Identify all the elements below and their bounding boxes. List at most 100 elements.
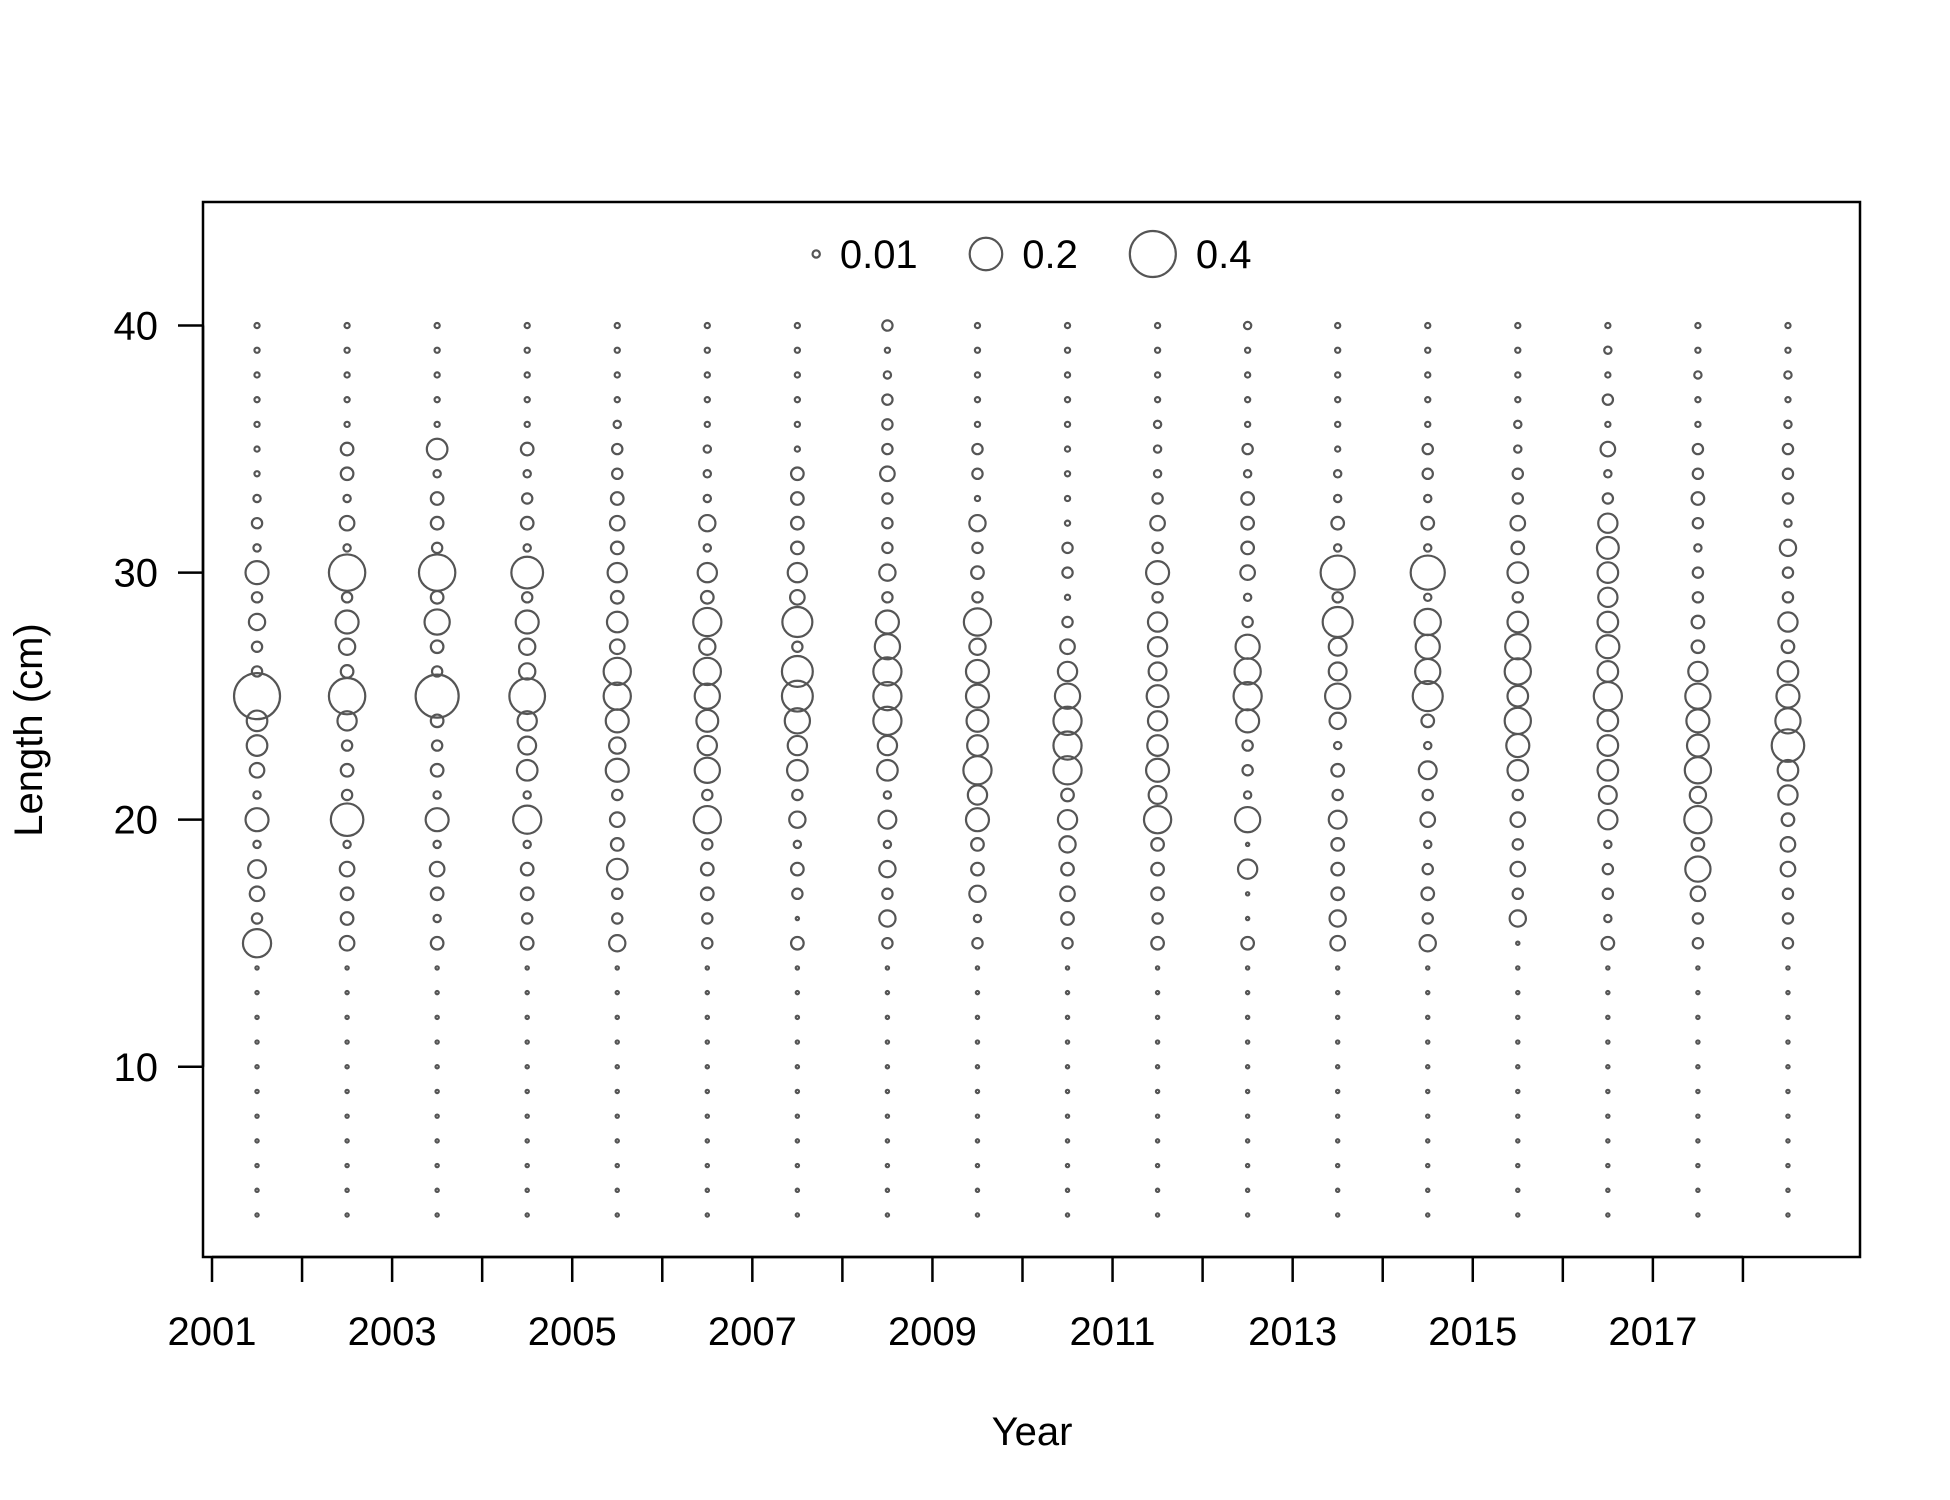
bubble-point xyxy=(970,565,985,581)
bubble-point xyxy=(339,664,355,679)
bubble-point xyxy=(434,1088,440,1095)
bubble-point xyxy=(1241,764,1254,777)
bubble-point xyxy=(329,802,365,838)
bubble-point xyxy=(1781,566,1795,579)
bubble-point xyxy=(786,561,809,584)
bubble-point xyxy=(1330,515,1346,531)
bubble-point xyxy=(1152,419,1163,430)
bubble-point xyxy=(692,656,723,687)
bubble-point xyxy=(695,708,720,733)
bubble-point xyxy=(1690,836,1706,852)
bubble-point xyxy=(1332,740,1343,751)
bubble-point xyxy=(523,371,531,379)
bubble-point xyxy=(1332,469,1343,479)
bubble-point xyxy=(1064,1039,1071,1045)
bubble-point xyxy=(1691,566,1705,579)
bubble-point xyxy=(1154,1138,1161,1144)
bubble-point xyxy=(881,887,894,901)
bubble-point xyxy=(247,859,268,880)
bubble-point xyxy=(434,1187,440,1194)
bubble-point xyxy=(1693,543,1703,553)
bubble-point xyxy=(1244,1014,1251,1021)
bubble-point xyxy=(429,639,445,655)
bubble-point xyxy=(964,683,991,709)
bubble-point xyxy=(1334,445,1342,453)
bubble-point xyxy=(344,1138,350,1144)
bubble-point xyxy=(337,637,357,656)
bubble-point xyxy=(429,515,445,531)
bubble-point xyxy=(1151,912,1164,925)
bubble-point xyxy=(1147,661,1168,682)
y-tick-label: 10 xyxy=(114,1046,159,1090)
bubble-point xyxy=(1695,1014,1701,1021)
bubble-point xyxy=(1331,591,1344,604)
bubble-point xyxy=(1509,860,1527,878)
bubble-point xyxy=(1154,1162,1161,1169)
x-tick-label: 2015 xyxy=(1428,1310,1517,1354)
bubble-point xyxy=(1146,636,1169,658)
bubble-point xyxy=(1154,989,1161,996)
bubble-point xyxy=(1605,1212,1611,1218)
bubble-point xyxy=(1413,607,1442,637)
bubble-point xyxy=(1151,541,1164,555)
bubble-point xyxy=(788,810,807,829)
bubble-point xyxy=(1694,346,1702,354)
bubble-point xyxy=(1691,516,1705,530)
bubble-point xyxy=(254,1113,260,1119)
bubble-point xyxy=(338,934,356,952)
bubble-point xyxy=(1425,1064,1431,1070)
bubble-point xyxy=(1334,1138,1341,1144)
bubble-column-1 xyxy=(327,321,367,1218)
bubble-point xyxy=(703,371,711,379)
bubble-point xyxy=(1061,566,1074,579)
bubble-column-10 xyxy=(1142,321,1173,1218)
bubble-column-2 xyxy=(414,321,460,1218)
bubble-point xyxy=(702,444,713,454)
bubble-point xyxy=(613,371,621,379)
bubble-point xyxy=(780,654,814,688)
bubble-point xyxy=(614,1212,620,1218)
bubble-point xyxy=(704,1039,711,1045)
bubble-point xyxy=(1601,492,1615,505)
bubble-point xyxy=(881,418,894,431)
bubble-point xyxy=(1505,732,1531,759)
bubble-point xyxy=(693,682,722,710)
bubble-point xyxy=(608,638,626,656)
bubble-point xyxy=(1244,1088,1251,1095)
bubble-point xyxy=(1603,469,1613,479)
bubble-point xyxy=(878,909,897,928)
bubble-point xyxy=(434,989,440,996)
bubble-point xyxy=(334,609,360,635)
bubble-point xyxy=(1511,467,1525,481)
bubble-point xyxy=(1330,886,1346,902)
bubble-point xyxy=(433,395,441,404)
bubble-point xyxy=(1421,912,1434,925)
bubble-point xyxy=(968,884,987,904)
bubble-point xyxy=(1063,470,1072,478)
bubble-point xyxy=(881,319,894,332)
bubble-point xyxy=(253,321,261,330)
bubble-point xyxy=(692,804,723,835)
bubble-point xyxy=(703,395,711,404)
bubble-point xyxy=(1144,560,1171,586)
bubble-point xyxy=(253,420,261,429)
bubble-point xyxy=(1424,395,1432,404)
x-axis: 2001 2003 2005 2007 2009 2011 2013 2015 2017 xyxy=(168,1255,1745,1354)
bubble-point xyxy=(1511,492,1525,505)
bubble-point xyxy=(1424,371,1432,379)
bubble-point xyxy=(253,470,261,478)
bubble-column-11 xyxy=(1232,320,1263,1218)
bubble-point xyxy=(884,1138,891,1144)
bubble-point xyxy=(1785,1187,1791,1194)
bubble-point xyxy=(1241,442,1254,456)
bubble-point xyxy=(1597,512,1619,534)
bubble-point xyxy=(793,321,802,330)
bubble-point xyxy=(1147,784,1168,805)
bubble-point xyxy=(1425,1088,1431,1095)
bubble-point xyxy=(1334,321,1342,330)
bubble-point xyxy=(252,790,262,800)
bubble-point xyxy=(605,857,629,881)
bubble-layer xyxy=(232,319,1806,1218)
bubble-point xyxy=(1683,756,1713,785)
bubble-point xyxy=(515,758,539,782)
